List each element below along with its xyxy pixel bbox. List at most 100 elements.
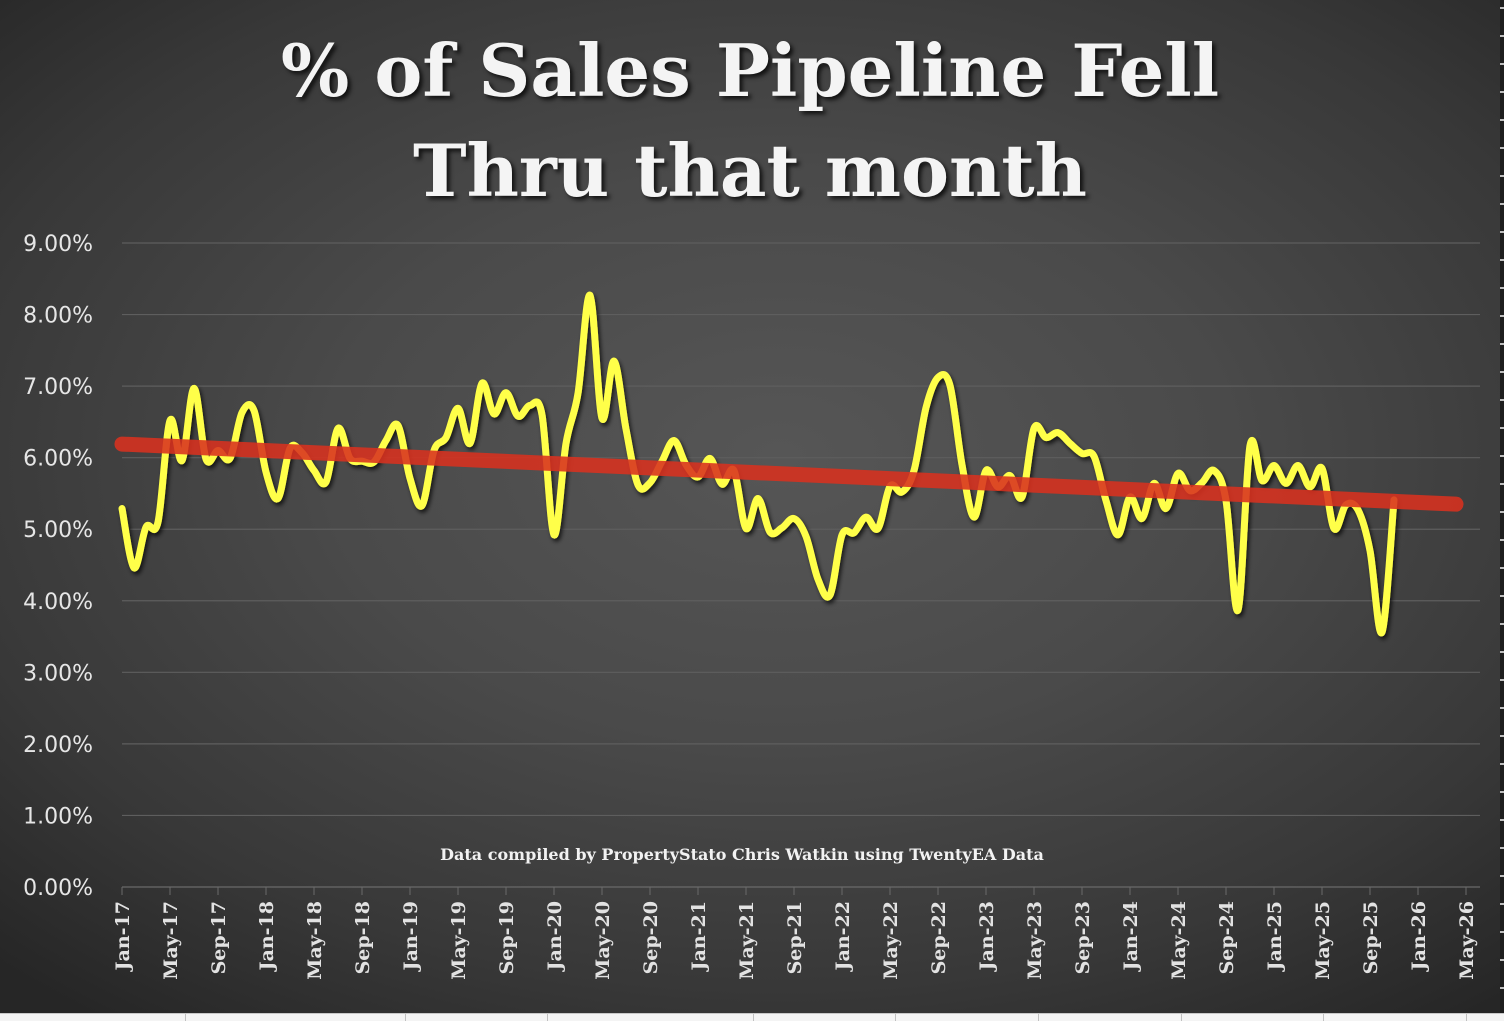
data-point	[131, 565, 137, 571]
x-tick-label: Sep-18	[352, 901, 374, 974]
row-separator	[1500, 987, 1504, 989]
x-tick-label: Jan-22	[832, 901, 854, 972]
row-separator	[1500, 567, 1504, 569]
data-point	[539, 412, 545, 418]
data-point	[875, 526, 881, 532]
column-separator	[405, 1014, 406, 1021]
data-point	[671, 437, 677, 443]
row-separator	[1500, 287, 1504, 289]
data-point	[1379, 629, 1385, 635]
x-tick-label: Jan-23	[976, 901, 998, 972]
data-point	[767, 529, 773, 535]
x-tick-label: Jan-18	[256, 901, 278, 972]
data-point	[743, 526, 749, 532]
column-separator	[895, 1014, 896, 1021]
y-tick-label: 2.00%	[23, 733, 93, 758]
y-tick-label: 5.00%	[23, 518, 93, 543]
data-point	[311, 468, 317, 474]
spreadsheet-column-strip	[0, 1013, 1504, 1021]
data-point	[1319, 465, 1325, 471]
row-separator	[1500, 371, 1504, 373]
gridlines	[122, 242, 1480, 888]
x-tick-label: Sep-21	[784, 901, 806, 974]
x-tick-label: May-25	[1312, 901, 1334, 980]
y-tick-label: 9.00%	[23, 232, 93, 257]
data-point	[203, 456, 209, 462]
data-point	[827, 592, 833, 598]
data-point	[1079, 450, 1085, 456]
data-point	[707, 455, 713, 461]
data-point	[179, 458, 185, 464]
data-point	[1115, 532, 1121, 538]
y-tick-label: 3.00%	[23, 661, 93, 686]
row-separator	[1500, 455, 1504, 457]
data-point	[275, 495, 281, 501]
data-point	[1307, 484, 1313, 490]
row-separator	[1500, 147, 1504, 149]
data-point	[143, 524, 149, 530]
data-point	[599, 415, 605, 421]
data-point	[167, 417, 173, 423]
row-separator	[1500, 623, 1504, 625]
data-point	[1235, 607, 1241, 613]
row-separator	[1500, 483, 1504, 485]
row-separator	[1500, 539, 1504, 541]
x-tick-label: Sep-22	[928, 901, 950, 974]
data-point	[251, 407, 257, 413]
row-separator	[1500, 903, 1504, 905]
data-point	[1103, 498, 1109, 504]
data-point	[443, 435, 449, 441]
data-point	[1331, 526, 1337, 532]
y-axis: 0.00% 1.00% 2.00% 3.00% 4.00% 5.00% 6.00% 7.00%…	[23, 232, 93, 901]
data-point	[791, 515, 797, 521]
data-point	[503, 390, 509, 396]
data-point	[1163, 505, 1169, 511]
data-point	[863, 514, 869, 520]
data-point	[983, 468, 989, 474]
data-point	[1211, 468, 1217, 474]
row-separator	[1500, 175, 1504, 177]
y-tick-label: 1.00%	[23, 804, 93, 829]
data-point	[1259, 478, 1265, 484]
x-tick-label: May-24	[1168, 901, 1190, 980]
data-point	[1139, 515, 1145, 521]
row-separator	[1500, 427, 1504, 429]
column-separator	[1181, 1014, 1182, 1021]
data-point	[1043, 435, 1049, 441]
x-tick-label: May-17	[160, 901, 182, 980]
data-point	[527, 402, 533, 408]
column-separator	[1466, 1014, 1467, 1021]
column-separator	[185, 1014, 186, 1021]
row-separator	[1500, 931, 1504, 933]
data-point	[515, 413, 521, 419]
data-point	[575, 390, 581, 396]
data-point	[1283, 480, 1289, 486]
chart-title-line-2: Thru that month	[412, 128, 1087, 213]
data-point	[419, 503, 425, 509]
row-separator	[1500, 847, 1504, 849]
row-separator	[1500, 819, 1504, 821]
x-tick-label: Jan-20	[544, 901, 566, 972]
data-point	[719, 481, 725, 487]
row-separator	[1500, 735, 1504, 737]
data-point	[1031, 425, 1037, 431]
data-point	[1247, 443, 1253, 449]
x-tick-label: Sep-17	[208, 901, 230, 974]
x-tick-label: Jan-17	[112, 901, 134, 972]
x-tick-label: May-21	[736, 901, 758, 980]
x-tick-label: Jan-26	[1408, 901, 1430, 972]
data-point	[323, 479, 329, 485]
data-point	[467, 440, 473, 446]
row-separator	[1500, 707, 1504, 709]
data-point	[383, 437, 389, 443]
x-tick-label: May-22	[880, 901, 902, 980]
row-separator	[1500, 7, 1504, 9]
row-separator	[1500, 259, 1504, 261]
data-point	[851, 530, 857, 536]
y-tick-label: 8.00%	[23, 304, 93, 329]
data-point	[935, 375, 941, 381]
row-separator	[1500, 399, 1504, 401]
y-tick-label: 6.00%	[23, 447, 93, 472]
